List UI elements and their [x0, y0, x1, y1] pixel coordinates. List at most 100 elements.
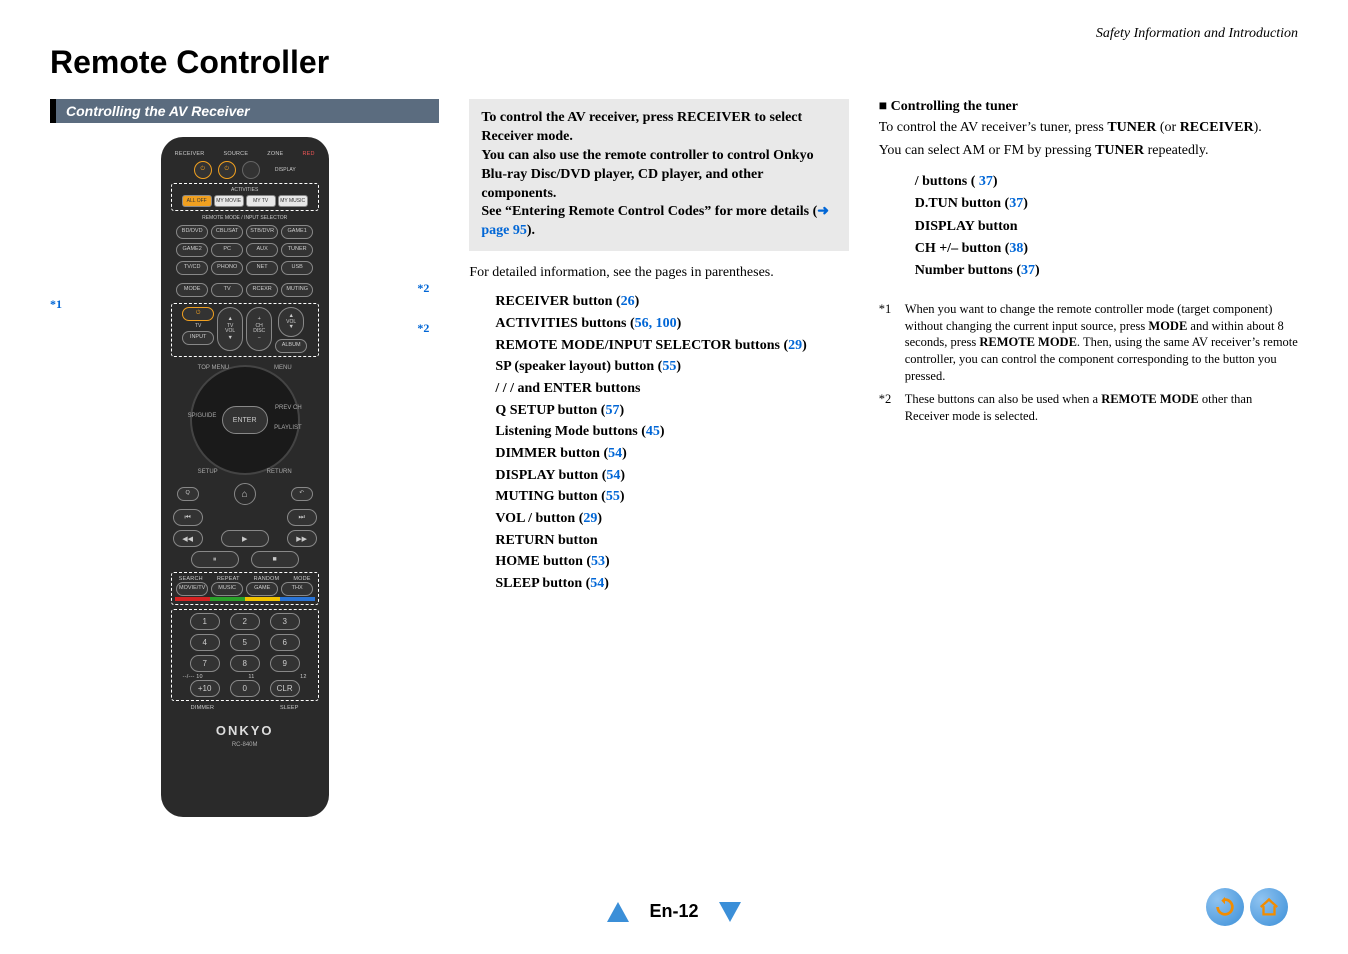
lbl-menu: MENU [274, 365, 292, 371]
sel-12: USB [281, 261, 313, 275]
n8: 8 [230, 655, 260, 672]
page-up-icon[interactable] [607, 902, 629, 922]
button-list-item: Q SETUP button (57) [495, 400, 848, 422]
button-list-item: SP (speaker layout) button (55) [495, 356, 848, 378]
page-ref[interactable]: 55 [662, 359, 676, 374]
home-btn: ⌂ [234, 483, 256, 505]
page-ref[interactable]: 53 [591, 554, 605, 569]
home-icon[interactable] [1250, 888, 1288, 926]
sel-10: PHONO [211, 261, 243, 275]
lbl-display: DISPLAY [266, 167, 296, 173]
button-list-item: RETURN button [495, 530, 848, 552]
activities-box: ACTIVITIES ALL OFF MY MOVIE MY TV MY MUS… [171, 183, 319, 211]
page-ref[interactable]: 54 [606, 468, 620, 483]
ret-btn: ↶ [291, 487, 313, 501]
selector-header: REMOTE MODE / INPUT SELECTOR [202, 215, 287, 221]
page-ref[interactable]: 54 [590, 576, 604, 591]
nav-wheel: TOP MENUMENU SP/GUIDE PREV CHPLAYLIST EN… [190, 365, 300, 475]
intro-l3c: ). [527, 223, 535, 238]
page-ref[interactable]: 37 [1009, 196, 1023, 211]
lbl-return: RETURN [267, 469, 292, 475]
footnote: *1When you want to change the remote con… [879, 301, 1298, 385]
page-ref[interactable]: 29 [583, 511, 597, 526]
button-list-item: REMOTE MODE/INPUT SELECTOR buttons (29) [495, 335, 848, 357]
footnotes: *1When you want to change the remote con… [879, 301, 1298, 425]
input-btn: INPUT [182, 331, 214, 345]
n0: 0 [230, 680, 260, 697]
tuner-list-item: / buttons ( 37) [915, 171, 1298, 193]
intro-l1a: To control the AV receiver, press [481, 110, 677, 125]
q-btn: Q [177, 487, 199, 501]
lbl-receiver: RECEIVER [175, 151, 205, 157]
page-ref[interactable]: 57 [605, 403, 619, 418]
n5: 5 [230, 634, 260, 651]
n10: +10 [190, 680, 220, 697]
btn-zone [242, 161, 260, 179]
lbl-prevch: PREV CH [274, 405, 302, 411]
sel-8: TUNER [281, 243, 313, 257]
intro-l2: You can also use the remote controller t… [481, 148, 813, 201]
subsection-bar: Controlling the AV Receiver [50, 99, 439, 123]
button-list-item: DISPLAY button (54) [495, 465, 848, 487]
page-ref[interactable]: 54 [608, 446, 622, 461]
tv-power: ⏻ [182, 307, 214, 321]
button-list-item: MUTING button (55) [495, 486, 848, 508]
l-sub12: 12 [300, 674, 307, 680]
callout-star1: *1 [50, 297, 62, 312]
intro-arrow: ➜ [817, 204, 829, 219]
button-list-item: SLEEP button (54) [495, 573, 848, 595]
page-ref[interactable]: 37 [975, 174, 993, 189]
sel-4: GAME1 [281, 225, 313, 239]
remote-illustration: RECEIVER SOURCE ZONE RED ⏻ ⏻ DISPLAY ACT… [161, 137, 329, 817]
page-ref[interactable]: 26 [621, 294, 635, 309]
btn-mymovie: MY MOVIE [214, 195, 244, 207]
button-list-item: ACTIVITIES buttons (56, 100) [495, 313, 848, 335]
enter-btn: ENTER [222, 406, 268, 434]
tuner-list-item: Number buttons (37) [915, 260, 1298, 282]
sel-9: TV/CD [176, 261, 208, 275]
sel-5: GAME2 [176, 243, 208, 257]
pause-btn: ⏸ [191, 551, 239, 568]
play-btn: ▶ [221, 530, 269, 547]
lbl-spguide: SP/GUIDE [188, 413, 217, 419]
btn-mytv: MY TV [246, 195, 276, 207]
page-ref[interactable]: 38 [1009, 241, 1023, 256]
btn-power-receiver: ⏻ [194, 161, 212, 179]
back-icon[interactable] [1206, 888, 1244, 926]
intro-l3a: See “Entering Remote Control Codes” for … [481, 204, 817, 219]
page-down-icon[interactable] [719, 902, 741, 922]
page-ref[interactable]: 29 [788, 338, 802, 353]
page-ref[interactable]: 56, 100 [635, 316, 677, 331]
button-list-item: HOME button (53) [495, 551, 848, 573]
model: RC-840M [232, 742, 258, 748]
vol-btn: ▲VOL▼ [278, 307, 304, 337]
ff-btn: ▶▶ [287, 530, 317, 547]
button-list-item: VOL / button (29) [495, 508, 848, 530]
stop-btn: ■ [251, 551, 299, 568]
btn-alloff: ALL OFF [182, 195, 212, 207]
prev-btn: ⏮ [173, 509, 203, 526]
mode-btn: MODE [176, 283, 208, 297]
page-ref[interactable]: 37 [1021, 263, 1035, 278]
page-number: En-12 [649, 901, 698, 922]
movie-btn: MOVIE/TV [176, 582, 208, 596]
sel-11: NET [246, 261, 278, 275]
intro-link[interactable]: page 95 [481, 223, 527, 238]
page-ref[interactable]: 45 [646, 424, 660, 439]
button-list-item: DIMMER button (54) [495, 443, 848, 465]
btn-mymusic: MY MUSIC [278, 195, 308, 207]
album-btn: ALBUM [275, 339, 307, 353]
intro-l1b: RECEIVER [677, 110, 751, 125]
lbl-playlist: PLAYLIST [274, 425, 302, 431]
tuner-p2: You can select AM or FM by pressing TUNE… [879, 142, 1298, 161]
sel-6: PC [211, 243, 243, 257]
sel-2: CBL/SAT [211, 225, 243, 239]
numpad-box: 123 456 789 --/--- 101112 +100CLR [171, 609, 319, 701]
button-list-item: Listening Mode buttons (45) [495, 421, 848, 443]
ch-btn: +CH DISC− [246, 307, 272, 351]
tuner-heading: ■ Controlling the tuner [879, 99, 1298, 115]
tuner-p1: To control the AV receiver’s tuner, pres… [879, 119, 1298, 138]
page-ref[interactable]: 55 [606, 489, 620, 504]
button-list-item: / / / and ENTER buttons [495, 378, 848, 400]
footnote: *2These buttons can also be used when a … [879, 391, 1298, 425]
